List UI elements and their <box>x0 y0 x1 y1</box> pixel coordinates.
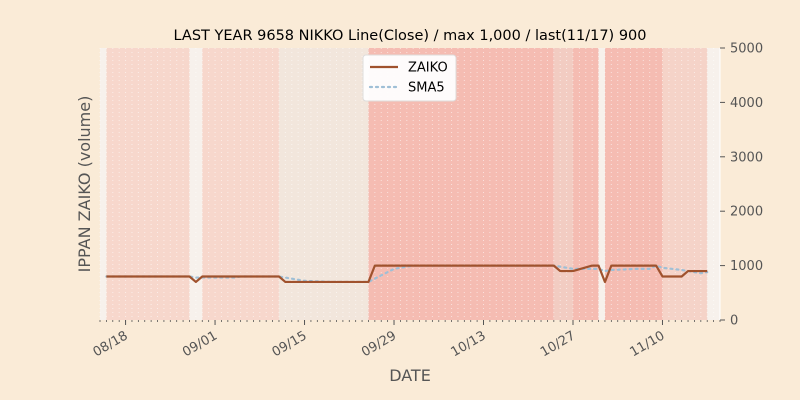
y-tick-label: 3000 <box>730 150 763 165</box>
x-axis-label: DATE <box>389 366 431 385</box>
legend: ZAIKO SMA5 <box>362 54 457 102</box>
background-band <box>553 48 573 320</box>
background-band <box>604 48 663 320</box>
y-tick-label: 1000 <box>730 259 763 274</box>
series-line-zaiko <box>106 264 708 284</box>
y-tick-label: 2000 <box>730 205 763 220</box>
y-axis-label: IPPAN ZAIKO (volume) <box>75 96 94 273</box>
legend-label-sma5: SMA5 <box>408 81 445 96</box>
grid-lines <box>99 48 721 320</box>
background-band <box>106 48 190 320</box>
y-tick-label: 5000 <box>730 42 763 57</box>
y-tick-label: 4000 <box>730 96 763 111</box>
y-tick-label: 0 <box>730 314 738 329</box>
chart-title: LAST YEAR 9658 NIKKO Line(Close) / max 1… <box>174 28 647 44</box>
legend-label-zaiko: ZAIKO <box>408 61 448 76</box>
